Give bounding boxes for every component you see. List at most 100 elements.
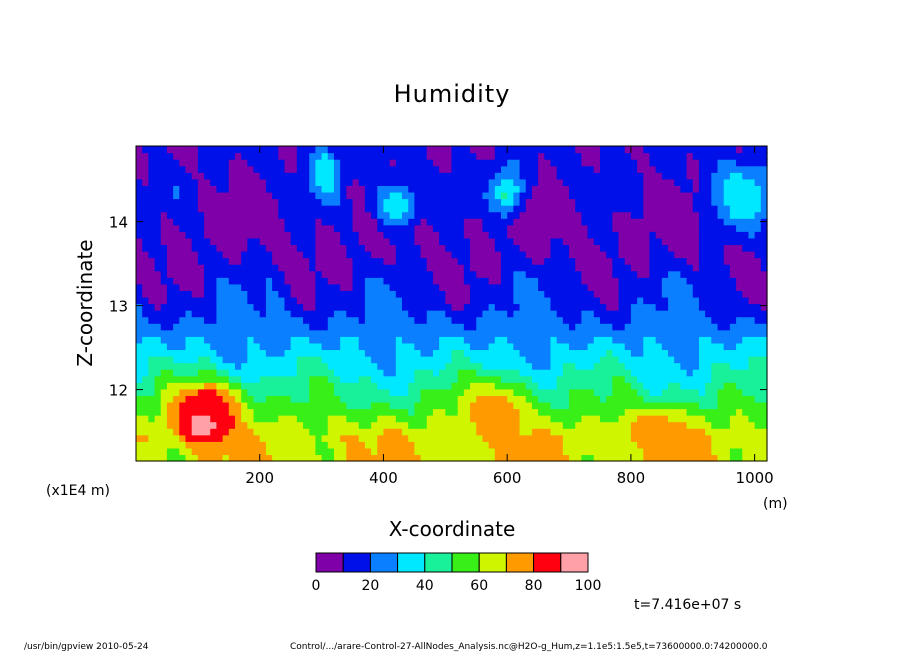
heatmap-cell [346,205,354,213]
heatmap-cell [222,211,230,219]
heatmap-cell [327,329,335,337]
heatmap-cell [414,329,422,337]
heatmap-cell [315,310,323,318]
heatmap-cell [500,382,508,390]
heatmap-cell [587,454,595,462]
heatmap-cell [377,191,385,200]
heatmap-cell [661,356,669,364]
heatmap-cell [445,356,453,364]
heatmap-cell [377,257,385,265]
heatmap-cell [179,191,187,200]
heatmap-cell [154,146,162,154]
heatmap-cell [327,388,335,396]
heatmap-cell [593,290,601,298]
heatmap-cell [290,251,298,259]
heatmap-cell [179,303,187,311]
heatmap-cell [513,159,521,167]
heatmap-cell [661,415,669,423]
heatmap-cell [340,270,347,278]
heatmap-cell [525,428,533,436]
heatmap-cell [154,329,162,337]
heatmap-cell [197,237,205,246]
heatmap-cell [482,296,490,305]
heatmap-cell [358,290,366,298]
heatmap-cell [637,159,644,167]
heatmap-cell [643,395,651,403]
heatmap-cell [346,146,354,154]
heatmap-cell [327,283,335,291]
heatmap-cell [674,316,681,324]
heatmap-cell [154,205,162,213]
heatmap-cell [290,342,298,351]
heatmap-cell [451,205,459,213]
heatmap-cell [222,198,230,206]
heatmap-cell [408,421,415,429]
heatmap-cell [581,244,589,252]
heatmap-cell [210,159,218,167]
heatmap-cell [377,408,385,416]
heatmap-cell [488,277,496,285]
heatmap-cell [686,178,694,186]
heatmap-cell [154,296,162,305]
heatmap-cell [321,401,329,410]
heatmap-cell [216,434,224,442]
heatmap-cell [637,356,644,364]
heatmap-cell [742,224,750,232]
heatmap-cell [488,191,496,200]
heatmap-cell [204,231,211,239]
heatmap-cell [327,178,335,186]
heatmap-cell [606,454,613,462]
heatmap-cell [686,342,694,351]
heatmap-cell [204,178,211,186]
heatmap-cell [426,237,434,246]
heatmap-cell [303,362,310,370]
heatmap-cell [556,303,564,311]
heatmap-cell [500,362,508,370]
heatmap-cell [748,165,756,173]
heatmap-cell [742,165,750,173]
heatmap-cell [655,395,663,403]
heatmap-cell [655,251,663,259]
heatmap-cell [352,185,360,193]
heatmap-cell [599,191,607,200]
heatmap-cell [327,191,335,200]
heatmap-cell [606,296,613,305]
heatmap-cell [513,447,521,456]
heatmap-cell [711,244,719,252]
heatmap-cell [284,342,292,351]
heatmap-cell [531,146,539,154]
heatmap-cell [599,290,607,298]
heatmap-cell [173,211,180,219]
heatmap-cell [581,395,589,403]
heatmap-cell [321,231,329,239]
heatmap-cell [587,310,595,318]
heatmap-cell [377,342,385,351]
heatmap-cell [581,336,589,344]
heatmap-cell [668,421,675,429]
heatmap-cell [228,244,236,252]
heatmap-cell [247,369,255,377]
heatmap-cell [717,159,725,167]
heatmap-cell [513,434,521,442]
heatmap-cell [562,251,570,259]
heatmap-cell [432,382,440,390]
heatmap-cell [204,172,211,180]
heatmap-cell [606,231,613,239]
heatmap-cell [736,152,743,160]
heatmap-cell [519,349,527,357]
heatmap-cell [228,375,236,383]
heatmap-cell [606,257,613,265]
heatmap-cell [692,382,700,390]
heatmap-cell [643,388,651,396]
heatmap-cell [482,159,490,167]
heatmap-cell [377,244,385,252]
heatmap-cell [668,264,675,272]
heatmap-cell [494,428,502,436]
heatmap-cell [674,159,681,167]
heatmap-cell [426,428,434,436]
heatmap-cell [309,198,317,206]
heatmap-cell [265,408,273,416]
heatmap-cell [197,277,205,285]
heatmap-cell [309,165,317,173]
heatmap-cell [556,323,564,331]
